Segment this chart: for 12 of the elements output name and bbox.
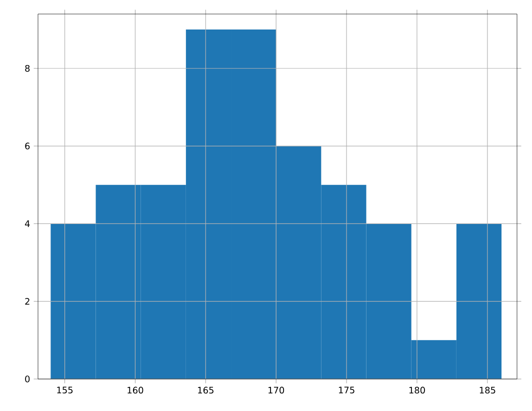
x-tick-label: 180 (409, 386, 425, 394)
y-tick-label: 2 (25, 298, 30, 305)
y-tick-label: 8 (25, 64, 30, 72)
y-tick-label: 6 (25, 142, 30, 150)
x-tick-label: 160 (128, 386, 144, 394)
x-tick-label: 170 (268, 386, 284, 394)
y-tick-label: 0 (25, 376, 30, 382)
x-tick-label: 185 (480, 386, 496, 394)
y-tick-label: 4 (24, 220, 30, 227)
x-tick-label: 165 (198, 386, 214, 394)
x-tick-label: 155 (57, 386, 73, 394)
x-tick-label: 175 (338, 386, 354, 394)
